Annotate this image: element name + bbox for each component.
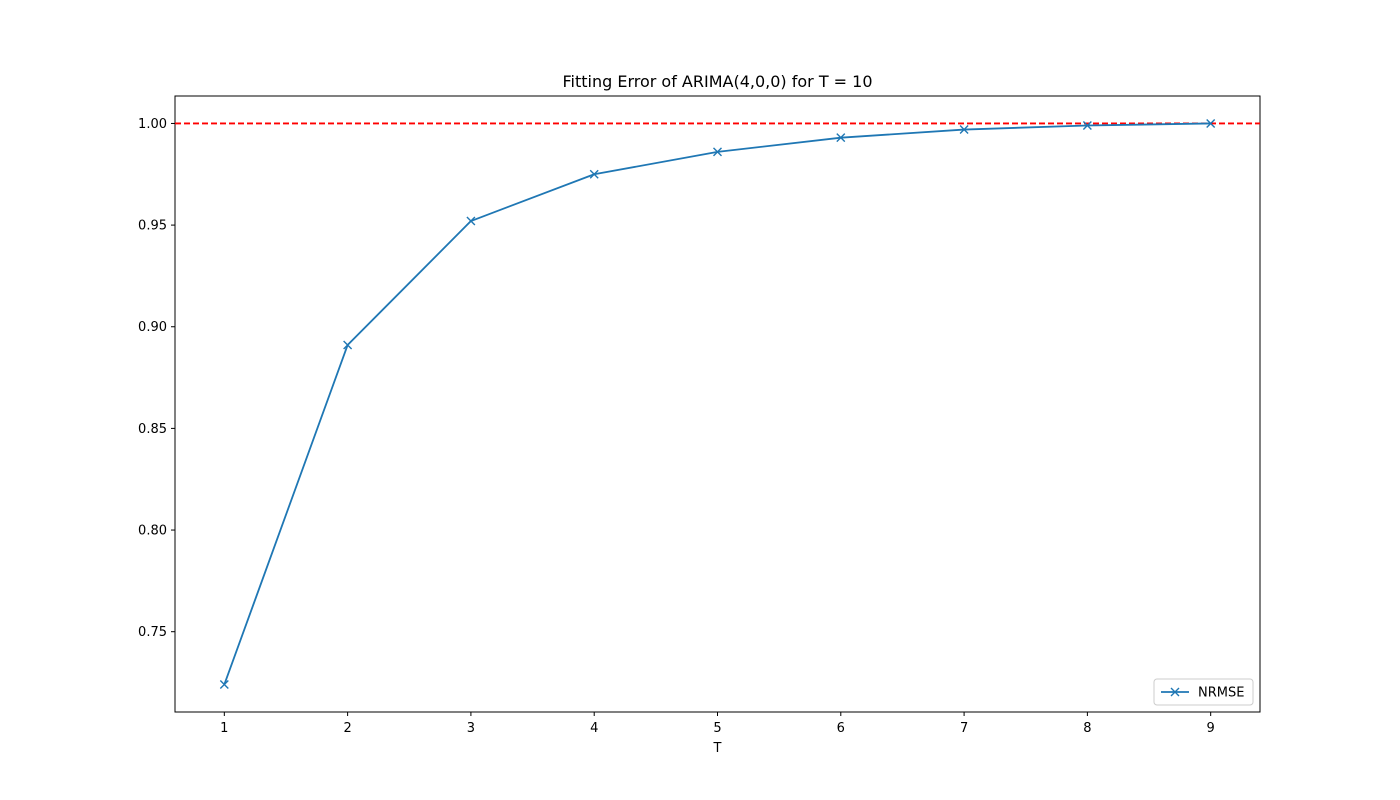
data-point-marker	[1082, 120, 1092, 130]
x-tick-label: 7	[960, 721, 968, 736]
data-point-marker	[713, 147, 722, 157]
data-point-marker	[466, 216, 476, 226]
data-point-marker	[343, 340, 353, 350]
data-point-marker	[836, 133, 846, 143]
legend-swatch-marker	[1170, 687, 1180, 697]
x-axis-title: T	[713, 741, 722, 756]
x-tick-label: 9	[1207, 721, 1215, 736]
y-tick-label: 0.95	[138, 219, 167, 234]
x-axis-ticks: 1 2 3 4 5 6 7 8 9	[220, 712, 1215, 736]
y-tick-label: 0.80	[138, 524, 167, 539]
chart-title: Fitting Error of ARIMA(4,0,0) for T = 10	[562, 72, 872, 91]
x-tick-label: 5	[713, 721, 721, 736]
y-tick-label: 0.90	[138, 320, 167, 335]
legend-box	[1153, 678, 1254, 706]
x-tick-label: 4	[590, 721, 598, 736]
x-tick-label: 1	[220, 721, 228, 736]
legend-items: NRMSE	[1161, 686, 1244, 701]
x-tick-label: 8	[1083, 721, 1091, 736]
x-tick-label: 6	[837, 721, 845, 736]
series-group	[219, 118, 1216, 690]
data-point-marker	[219, 680, 229, 690]
x-tick-label: 3	[467, 721, 475, 736]
data-point-marker	[1206, 118, 1216, 128]
data-point-marker	[589, 169, 599, 179]
y-tick-label: 0.75	[138, 625, 167, 640]
y-axis-ticks: 0.75 0.80 0.85 0.90 0.95 1.00	[138, 117, 175, 640]
x-tick-label: 2	[343, 721, 351, 736]
legend: NRMSE	[1153, 678, 1254, 706]
y-tick-label: 0.85	[138, 422, 167, 437]
y-tick-label: 1.00	[138, 117, 167, 132]
data-point-marker	[959, 125, 969, 135]
legend-label: NRMSE	[1198, 686, 1244, 701]
